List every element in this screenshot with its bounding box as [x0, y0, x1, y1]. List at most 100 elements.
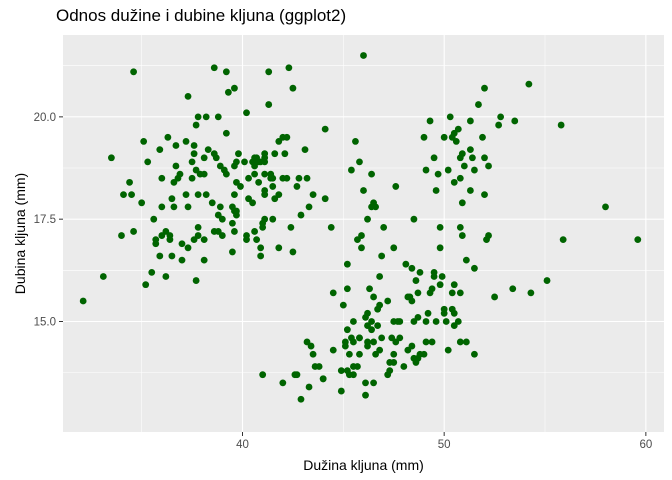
data-point [370, 338, 377, 346]
data-point [289, 84, 297, 92]
data-point [462, 256, 470, 264]
data-point [432, 187, 440, 194]
data-point [188, 158, 196, 166]
data-point [390, 350, 398, 358]
data-point [251, 170, 258, 178]
data-point [414, 289, 422, 297]
data-point [356, 158, 363, 166]
data-point [454, 125, 462, 133]
axes: 40 50 60 15.0 17.5 20.0 [34, 112, 653, 451]
data-point [420, 350, 428, 358]
data-point [212, 154, 220, 162]
data-point [194, 191, 202, 199]
data-point [275, 244, 283, 252]
data-point [281, 150, 289, 158]
data-point [422, 166, 430, 174]
data-point [188, 174, 196, 182]
data-point [202, 113, 210, 121]
data-point [485, 232, 492, 239]
data-point [257, 252, 265, 260]
data-point [293, 183, 301, 190]
data-point [460, 162, 468, 170]
data-point [305, 203, 313, 211]
data-point [458, 150, 466, 158]
data-point [214, 113, 222, 121]
data-point [481, 84, 488, 92]
data-point [108, 154, 115, 162]
data-point [458, 199, 466, 207]
data-point [497, 113, 505, 121]
data-point [287, 223, 295, 231]
data-point [138, 199, 146, 207]
y-tick-label: 20.0 [34, 112, 56, 124]
chart-title: Odnos dužine i dubine kljuna (ggplot2) [56, 6, 347, 25]
data-point [194, 232, 202, 239]
data-point [368, 326, 375, 334]
data-point [261, 150, 269, 158]
data-point [283, 174, 291, 182]
data-point [261, 170, 269, 178]
data-point [543, 277, 551, 284]
data-point [261, 215, 269, 223]
data-point [235, 150, 242, 158]
data-point [297, 211, 305, 219]
data-point [356, 334, 363, 342]
data-point [192, 277, 200, 284]
data-point [210, 64, 218, 72]
data-point [184, 92, 192, 100]
data-point [190, 142, 198, 149]
data-point [257, 244, 265, 252]
data-point [229, 248, 236, 256]
data-point [527, 289, 535, 297]
data-point [350, 338, 357, 346]
data-point [471, 264, 478, 272]
data-point [142, 281, 150, 289]
data-point [245, 174, 252, 182]
data-point [390, 244, 398, 252]
data-point [150, 215, 158, 223]
data-point [343, 285, 351, 293]
data-point [307, 342, 315, 350]
data-point [269, 183, 277, 190]
y-tick-label: 17.5 [34, 214, 56, 226]
data-point [233, 158, 240, 166]
data-point [356, 350, 363, 358]
data-point [130, 68, 137, 76]
data-point [511, 117, 519, 125]
data-point [485, 162, 492, 170]
data-point [200, 170, 208, 178]
data-point [452, 138, 460, 145]
data-point [366, 285, 373, 293]
data-point [158, 174, 166, 182]
data-point [168, 252, 176, 260]
data-point [200, 256, 208, 264]
data-point [364, 215, 371, 223]
data-point [166, 232, 174, 239]
data-point [130, 228, 137, 235]
data-point [374, 322, 382, 329]
data-point [368, 170, 375, 178]
data-point [190, 150, 198, 158]
data-point [426, 117, 434, 125]
data-point [200, 154, 208, 162]
data-point [362, 379, 369, 387]
data-point [229, 219, 236, 227]
data-point [444, 346, 452, 354]
data-point [303, 174, 311, 182]
data-point [466, 187, 474, 194]
data-point [315, 363, 323, 370]
data-point [341, 342, 349, 350]
data-point [396, 334, 404, 342]
data-point [352, 138, 359, 145]
data-point [436, 281, 444, 289]
data-points [79, 52, 642, 403]
data-point [386, 359, 394, 366]
data-point [152, 236, 160, 244]
data-point [376, 346, 384, 354]
data-point [432, 318, 440, 325]
data-point [360, 187, 367, 194]
data-point [525, 80, 533, 88]
data-point [448, 289, 456, 297]
data-point [319, 375, 327, 383]
data-point [343, 326, 351, 334]
